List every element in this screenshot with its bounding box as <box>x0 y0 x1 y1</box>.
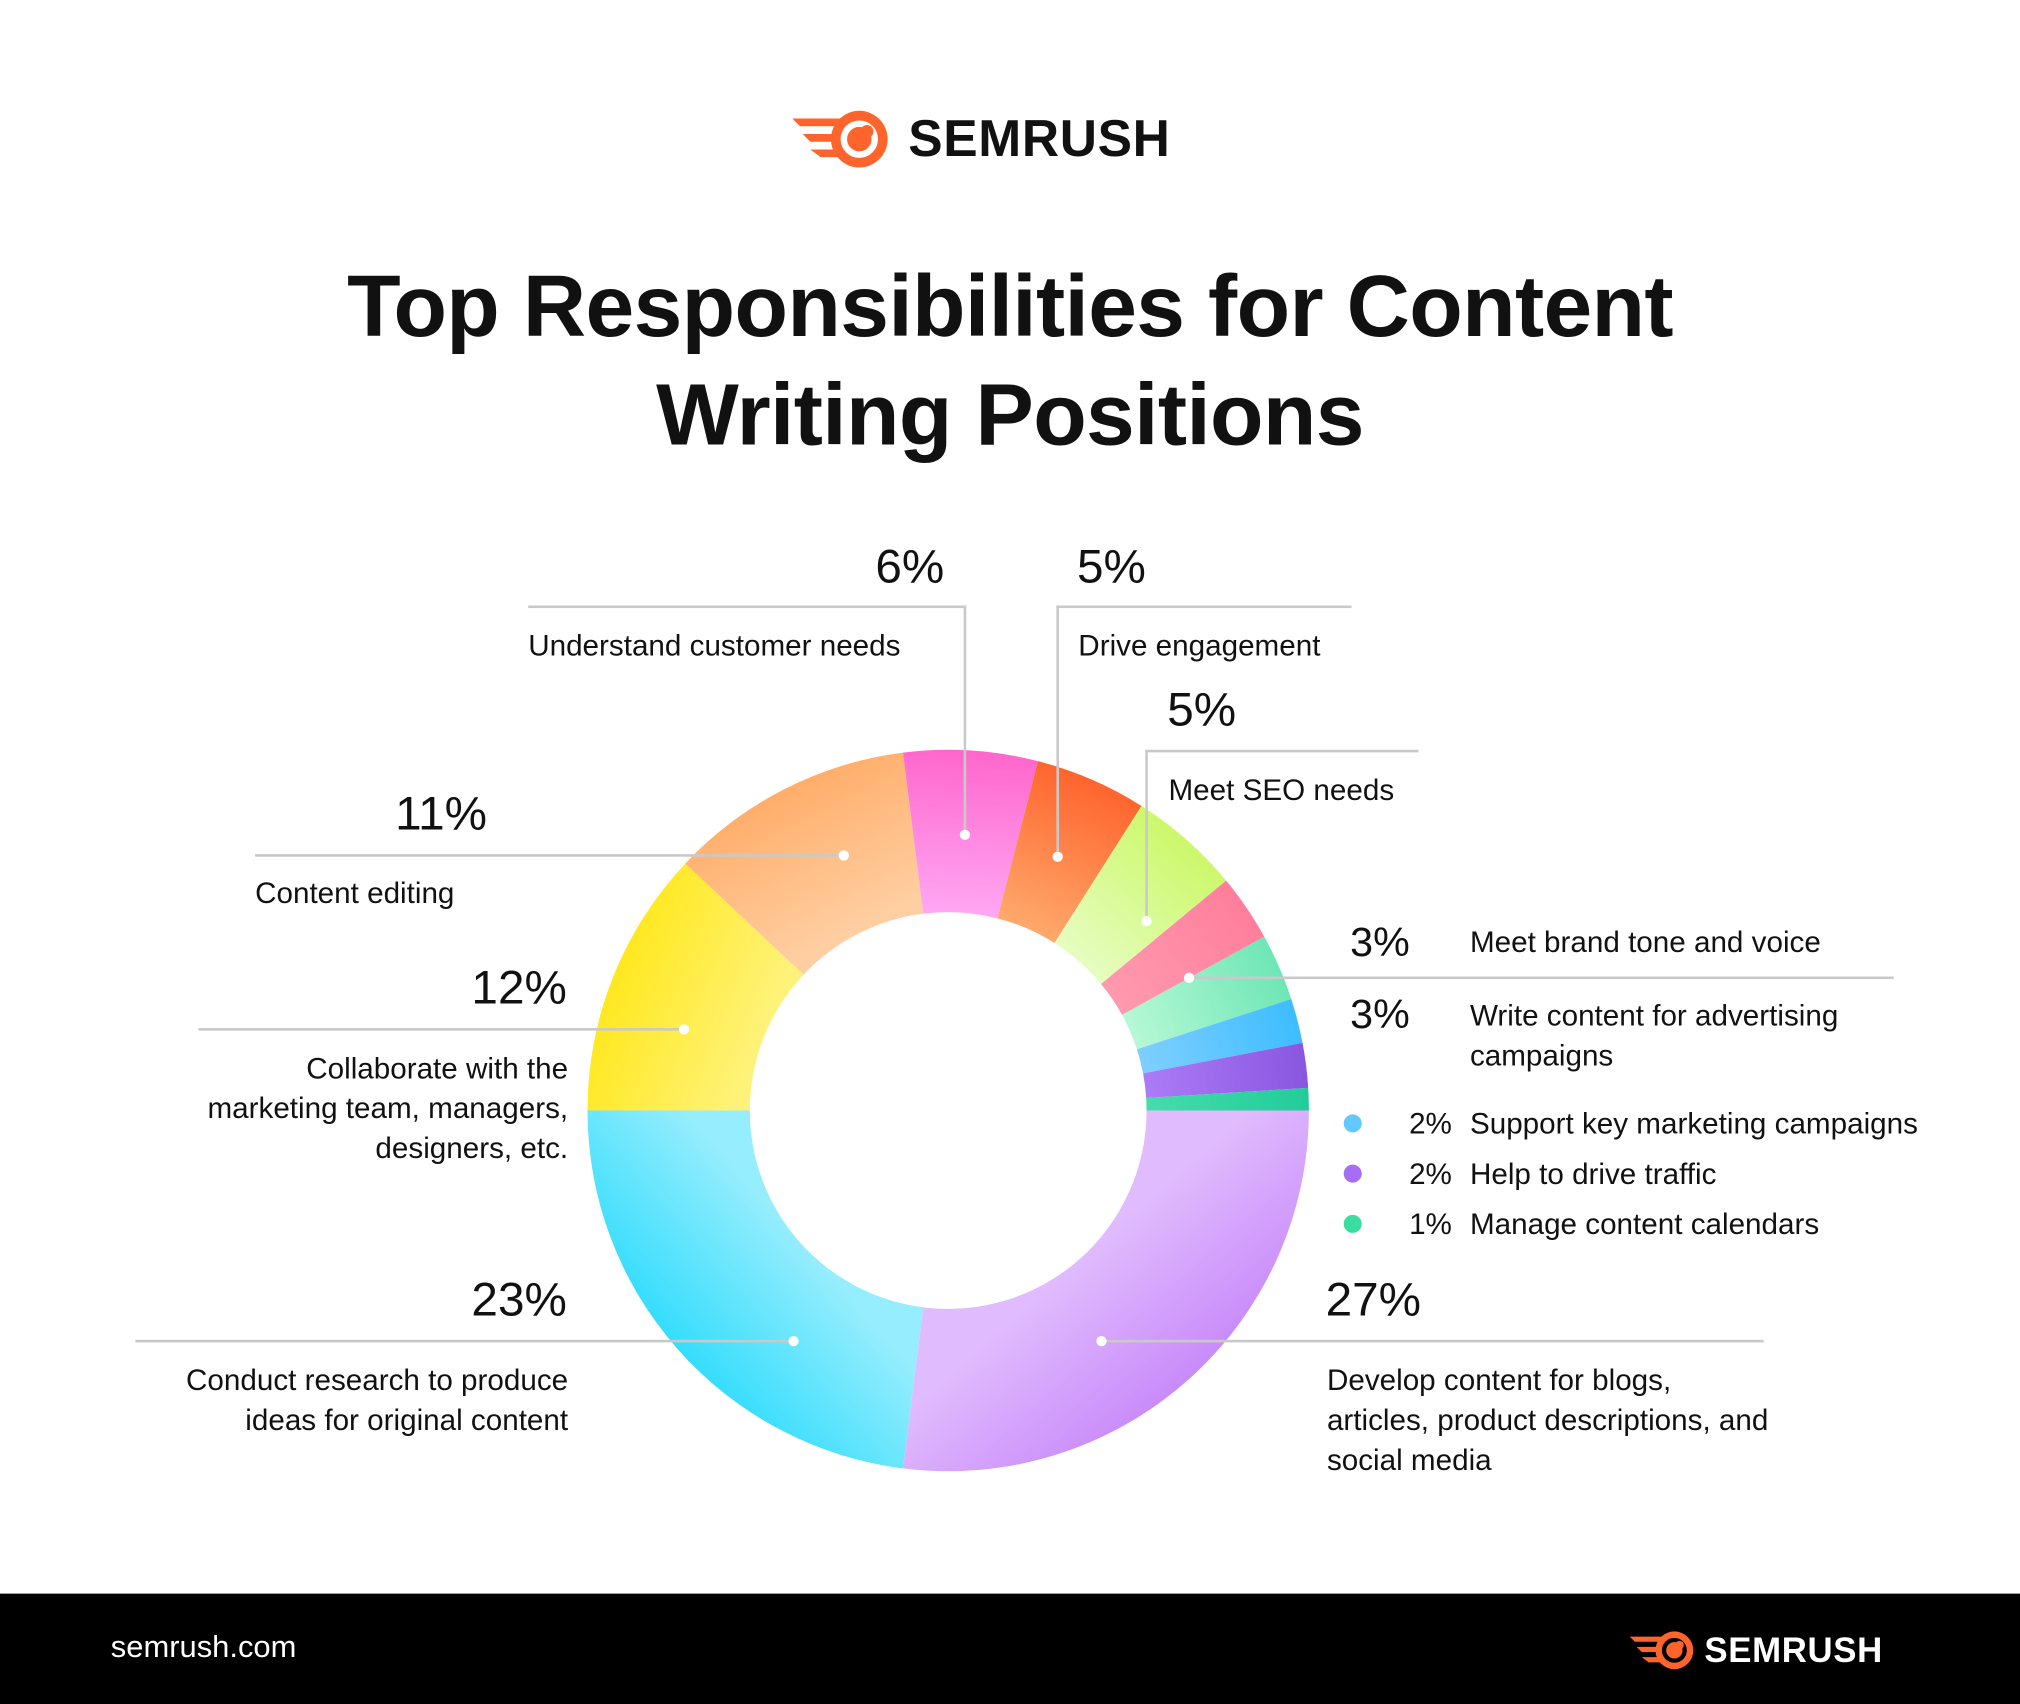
legend-label: Help to drive traffic <box>1469 1156 1717 1191</box>
data-label: Understand customer needs <box>528 628 901 663</box>
donut-slice <box>1143 1042 1309 1099</box>
title-line-2: Writing Positions <box>656 365 1364 464</box>
leader-dot <box>788 1335 799 1347</box>
donut-chart <box>587 749 1309 1472</box>
leader-line <box>1189 976 1894 980</box>
data-label: Write content for advertising campaigns <box>1469 998 1839 1072</box>
donut-slice <box>902 1110 1309 1472</box>
legend-label: Manage content calendars <box>1469 1207 1820 1241</box>
data-label-pct: 6% <box>875 539 945 593</box>
leader-dot <box>1183 972 1195 983</box>
legend-label: Support key marketing campaigns <box>1469 1106 1918 1141</box>
data-label-pct: 11% <box>395 787 487 840</box>
title-line-1: Top Responsibilities for Content <box>347 257 1674 356</box>
legend-dot <box>1343 1114 1362 1133</box>
legend-dot <box>1343 1164 1362 1183</box>
leader-line <box>1101 1339 1764 1343</box>
leader-dot <box>1052 851 1063 862</box>
leader-line <box>1145 749 1419 753</box>
leader-line <box>528 605 967 609</box>
footer-url[interactable]: semrush.com <box>110 1629 297 1665</box>
data-label-pct: 23% <box>471 1272 567 1326</box>
leader-dot <box>959 829 971 840</box>
donut-slice <box>1054 805 1227 985</box>
donut-slice <box>685 752 924 975</box>
data-label-pct: 12% <box>471 961 567 1014</box>
legend-pct: 1% <box>1409 1207 1452 1241</box>
data-label-pct: 5% <box>1077 539 1146 593</box>
logo-text: SEMRUSH <box>908 110 1171 167</box>
semrush-flame-icon <box>792 110 888 168</box>
semrush-logo: SEMRUSH <box>792 108 1170 170</box>
leader-line <box>1056 605 1059 857</box>
data-label: Conduct research to produce ideas for or… <box>185 1363 569 1437</box>
leader-line <box>135 1339 794 1343</box>
data-label: Meet SEO needs <box>1168 772 1395 807</box>
leader-dot <box>678 1024 690 1035</box>
page-title: Top Responsibilities for Content Writing… <box>0 253 2020 469</box>
data-label-pct: 3% <box>1350 990 1410 1038</box>
data-label: Drive engagement <box>1078 628 1321 663</box>
donut-slice <box>1136 999 1303 1074</box>
donut-slice <box>1101 880 1265 1015</box>
footer-logo: SEMRUSH <box>1629 1630 1883 1671</box>
leader-dot <box>1141 915 1152 927</box>
donut-slice <box>902 749 1038 919</box>
leader-line <box>1145 749 1148 922</box>
footer-logo-text: SEMRUSH <box>1704 1630 1883 1669</box>
legend-pct: 2% <box>1409 1106 1452 1141</box>
leader-dot <box>1096 1335 1107 1347</box>
leader-line <box>255 854 844 857</box>
leader-dot <box>838 850 849 861</box>
data-label-pct: 27% <box>1325 1272 1422 1326</box>
donut-slice <box>1122 936 1292 1050</box>
data-label: Collaborate with the marketing team, man… <box>207 1051 569 1165</box>
donut-slice <box>587 1110 924 1469</box>
legend-dot <box>1343 1214 1362 1233</box>
footer: semrush.com SEMRUSH <box>0 1593 2020 1704</box>
data-label: Develop content for blogs, articles, pro… <box>1326 1363 1769 1477</box>
donut-slice <box>1146 1087 1309 1111</box>
legend-pct: 2% <box>1409 1156 1452 1191</box>
donut-slice <box>997 761 1142 944</box>
donut-slice <box>587 863 804 1111</box>
data-label-pct: 3% <box>1350 918 1410 965</box>
data-label-pct: 5% <box>1167 682 1237 736</box>
data-label: Content editing <box>255 876 455 910</box>
leader-line <box>1056 605 1352 609</box>
data-label: Meet brand tone and voice <box>1469 924 1821 959</box>
semrush-flame-icon <box>1629 1631 1694 1670</box>
leader-line <box>963 605 967 835</box>
leader-line <box>198 1028 685 1031</box>
